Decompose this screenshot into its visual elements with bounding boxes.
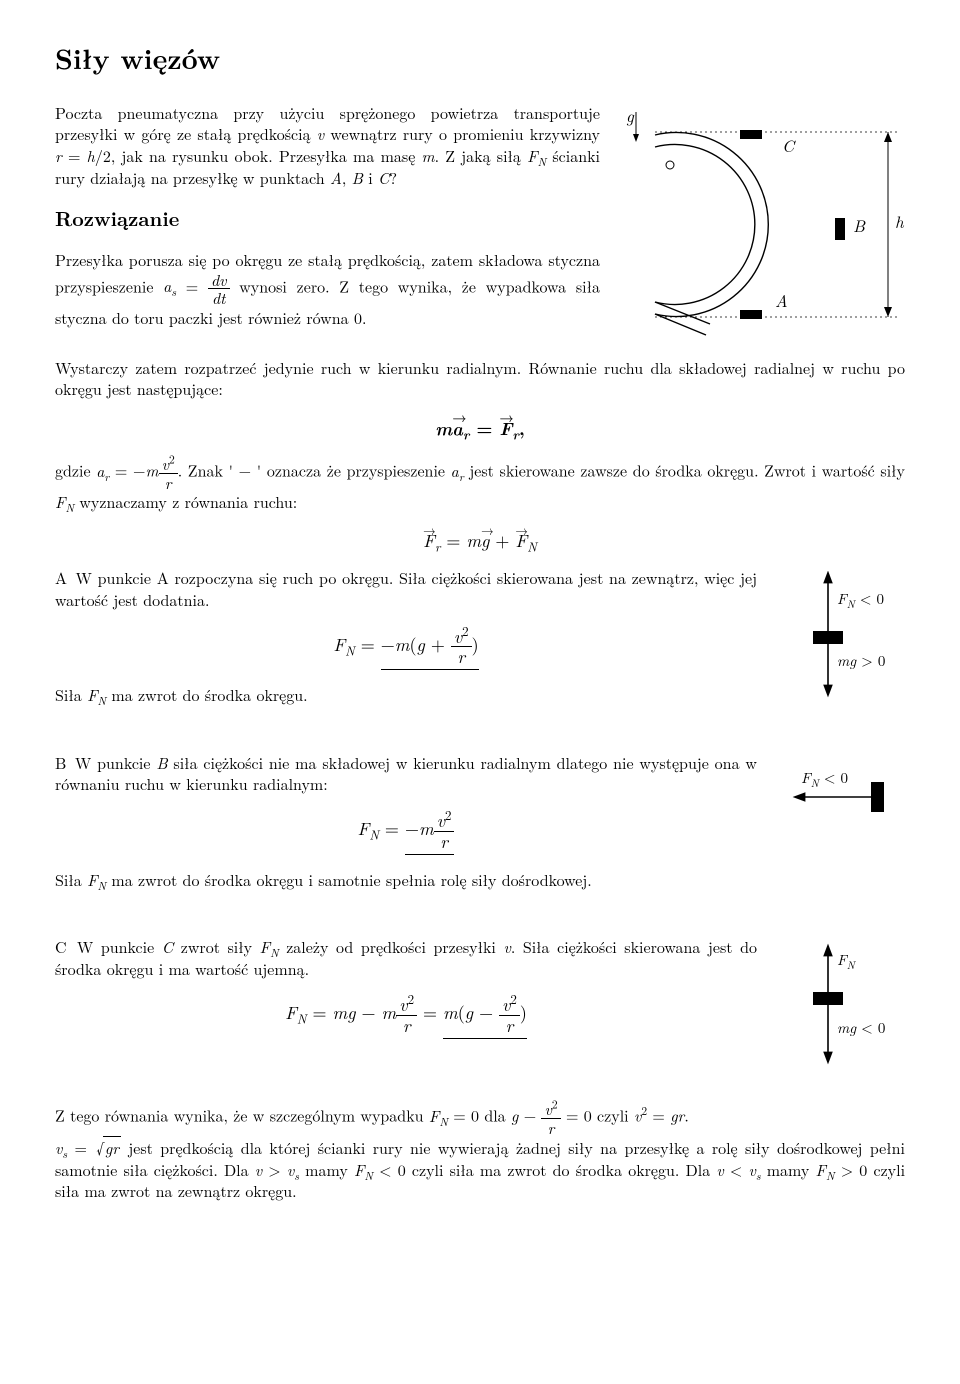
pneumatic-tube-diagram: g h C B A: [620, 102, 905, 357]
svg-text:A: A: [775, 288, 788, 312]
solution-heading: Rozwiązanie: [55, 204, 600, 231]
svg-text:g: g: [626, 103, 635, 127]
intro-row: Poczta pneumatyczna przy użyciu sprężone…: [55, 102, 905, 357]
solution-p3: gdzie ar = −mv2r. Znak ' − ' oznacza że …: [55, 455, 905, 513]
main-diagram-container: g h C B A: [620, 102, 905, 357]
item-b-force-diagram: FN < 0: [775, 752, 905, 826]
final-paragraph: Z tego równania wynika, że w szczególnym…: [55, 1100, 905, 1202]
item-b-after: Siła FN ma zwrot do środka okręgu i samo…: [55, 869, 757, 891]
item-b-equation: FN = −mv2r: [55, 811, 757, 855]
solution-p1: Przesyłka porusza się po okręgu ze stałą…: [55, 249, 600, 328]
svg-text:B: B: [853, 213, 866, 237]
item-a-text: A W punkcie A rozpoczyna się ruch po okr…: [55, 567, 757, 610]
item-a-force-diagram: FN < 0 mg > 0: [775, 567, 905, 701]
item-b-text: B W punkcie B siła ciężkości nie ma skła…: [55, 752, 757, 795]
equation-mar-fr: mar = Fr,: [55, 416, 905, 441]
svg-text:h: h: [895, 209, 905, 233]
item-a-equation: FN = −m(g + v2r): [55, 627, 757, 671]
item-c-force-diagram: FN mg < 0: [775, 936, 905, 1070]
item-c-equation: FN = mg − mv2r = m(g − v2r): [55, 995, 757, 1039]
page-title: Siły więzów: [55, 40, 905, 78]
solution-p2: Wystarczy zatem rozpatrzeć jedynie ruch …: [55, 357, 905, 400]
equation-fr-mg-fn: Fr = mg + FN: [55, 529, 905, 553]
item-c-text: C W punkcie C zwrot siły FN zależy od pr…: [55, 936, 757, 979]
intro-paragraph: Poczta pneumatyczna przy użyciu sprężone…: [55, 102, 600, 188]
svg-text:C: C: [782, 133, 796, 157]
item-a-after: Siła FN ma zwrot do środka okręgu.: [55, 684, 757, 706]
